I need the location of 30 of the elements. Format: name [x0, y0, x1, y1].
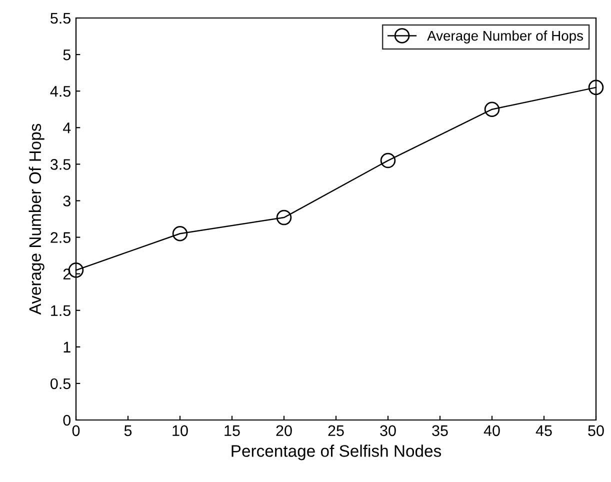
y-tick-label: 3: [63, 196, 70, 206]
x-axis-title: Percentage of Selfish Nodes: [232, 444, 442, 460]
x-tick-label: 25: [328, 425, 344, 436]
x-tick-label: 20: [276, 425, 292, 436]
y-tick-label: 4: [62, 122, 71, 134]
x-tick-label: 40: [484, 425, 500, 436]
point: [588, 80, 604, 96]
y-tick-label: 0.5: [50, 378, 70, 390]
x-tick-label: 30: [380, 425, 396, 436]
point: [172, 226, 188, 242]
y-tick-label: 3.5: [50, 159, 70, 170]
legend-label: Average Number of Hops: [427, 30, 584, 44]
x-tick-label: 45: [536, 425, 552, 436]
y-tick-label: 5.5: [50, 13, 70, 24]
y-tick-label: 0: [63, 414, 71, 426]
x-tick-label: 50: [588, 425, 604, 436]
x-tick-label: 35: [432, 425, 448, 436]
x-tick-label: 0: [72, 425, 80, 436]
y-tick-label: 5: [63, 50, 70, 60]
y-tick-label: 2.5: [50, 232, 70, 243]
point: [276, 210, 292, 226]
y-tick-label: 4.5: [50, 86, 70, 97]
x-tick-label: 15: [224, 425, 240, 436]
point: [484, 102, 500, 118]
x-tick-label: 5: [124, 425, 132, 436]
y-axis-title: Average Number Of Hops: [28, 124, 44, 315]
x-tick-label: 10: [172, 425, 188, 436]
y-tick-label: 1: [64, 342, 70, 352]
point: [380, 152, 396, 168]
y-tick-label: 1.5: [51, 305, 70, 316]
